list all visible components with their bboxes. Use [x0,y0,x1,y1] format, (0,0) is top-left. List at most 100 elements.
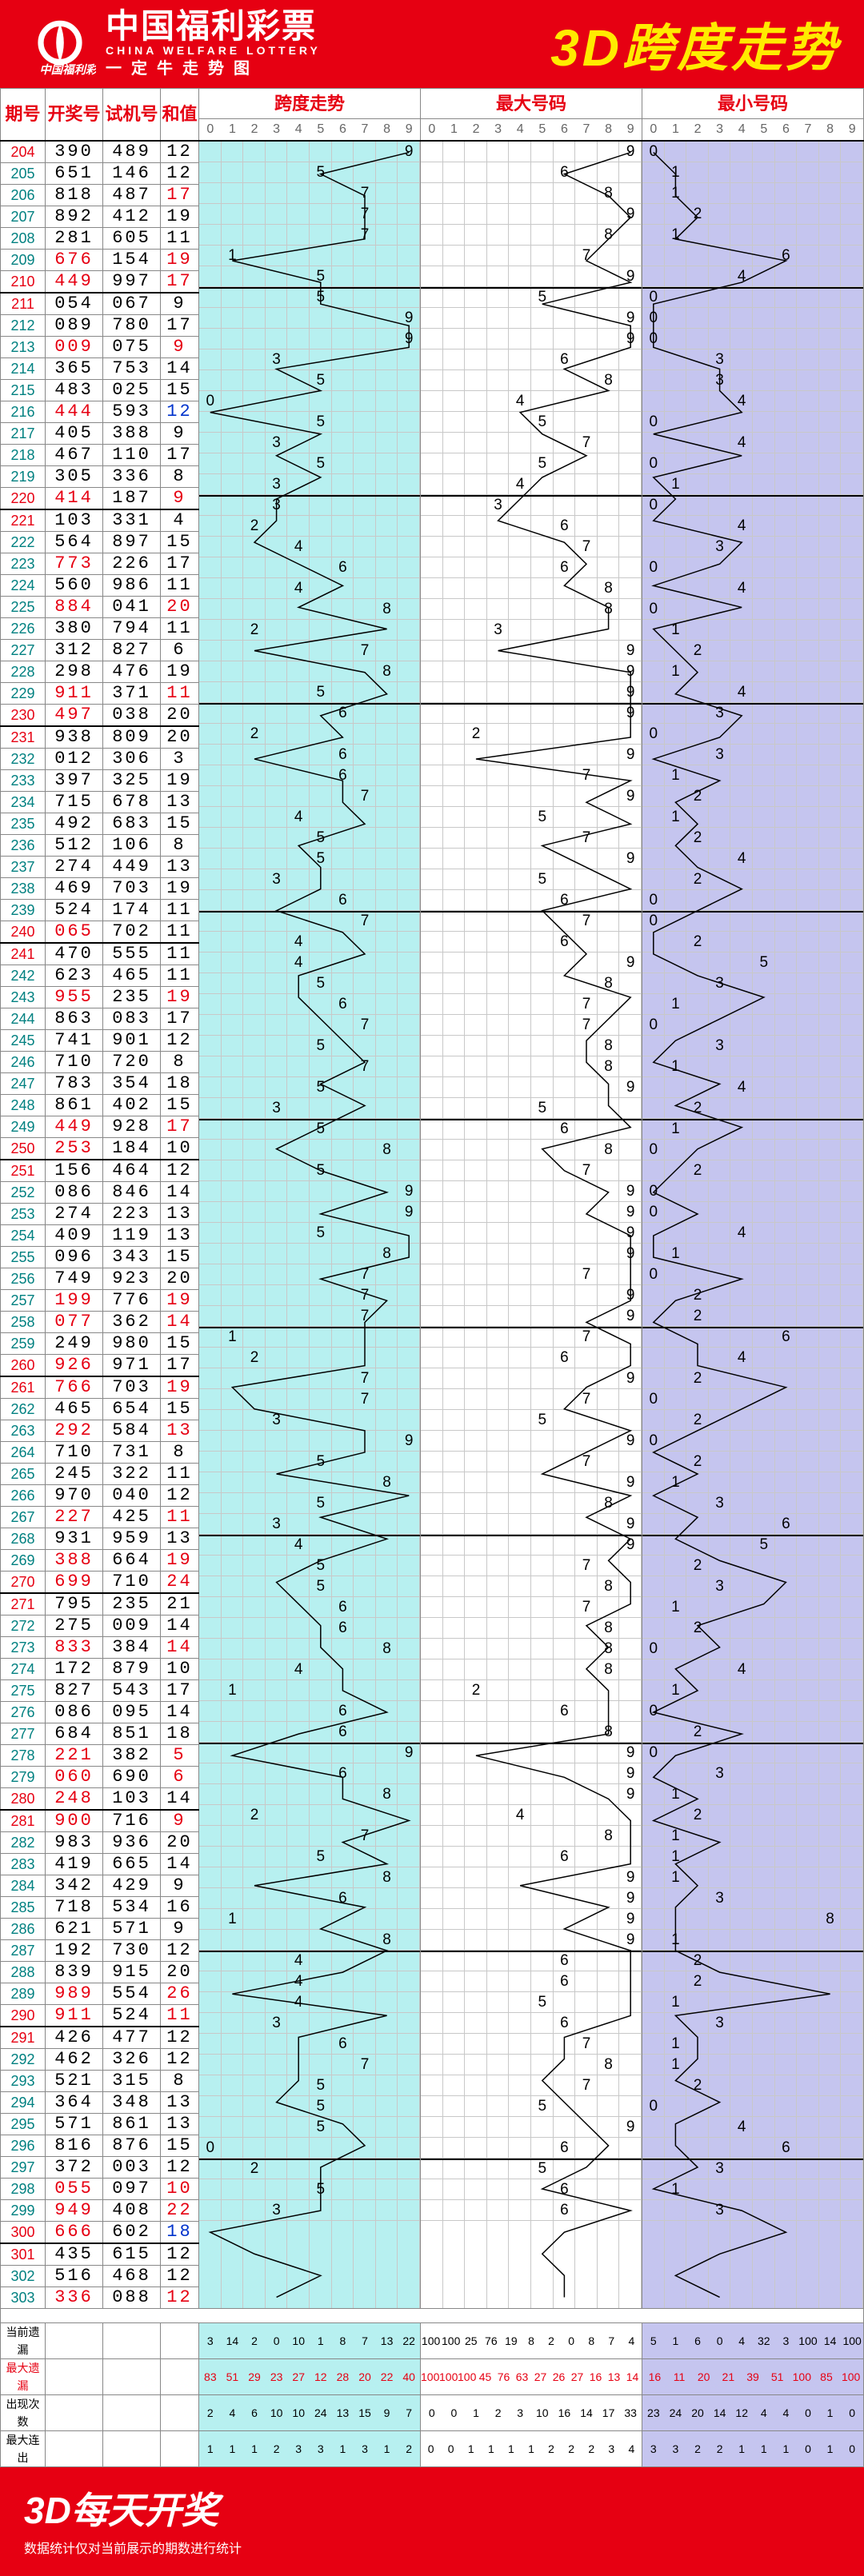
test-cell: 226 [103,553,161,575]
draw-cell: 684 [46,1723,103,1745]
issue-cell: 302 [1,2266,46,2287]
sum-cell: 18 [161,1723,199,1745]
issue-cell: 297 [1,2157,46,2179]
test-cell: 371 [103,683,161,705]
test-cell: 928 [103,1116,161,1138]
sum-cell: 13 [161,1225,199,1247]
issue-cell: 262 [1,1399,46,1420]
issue-cell: 241 [1,943,46,965]
sum-cell: 14 [161,1637,199,1659]
sum-cell: 14 [161,1854,199,1875]
test-cell: 184 [103,1138,161,1160]
draw-cell: 989 [46,1983,103,2005]
test-cell: 602 [103,2222,161,2244]
test-cell: 584 [103,1420,161,1442]
test-cell: 879 [103,1659,161,1680]
issue-cell: 204 [1,141,46,163]
issue-cell: 253 [1,1204,46,1225]
issue-cell: 281 [1,1810,46,1832]
draw-cell: 274 [46,1204,103,1225]
sum-cell: 13 [161,1204,199,1225]
draw-cell: 783 [46,1073,103,1095]
sum-cell: 16 [161,1897,199,1919]
issue-cell: 274 [1,1659,46,1680]
stat-label: 出现次数 [1,2395,46,2431]
draw-cell: 827 [46,1680,103,1702]
test-cell: 075 [103,337,161,358]
draw-cell: 312 [46,640,103,661]
issue-cell: 244 [1,1008,46,1030]
sum-cell: 3 [161,749,199,770]
draw-cell: 699 [46,1572,103,1594]
test-cell: 534 [103,1897,161,1919]
issue-cell: 234 [1,792,46,813]
issue-cell: 280 [1,1788,46,1811]
draw-cell: 483 [46,380,103,401]
sum-cell: 12 [161,2049,199,2071]
issue-cell: 272 [1,1615,46,1637]
sum-cell: 19 [161,770,199,792]
col-min-num: 最小号码 [642,89,864,119]
draw-cell: 397 [46,770,103,792]
draw-cell: 949 [46,2200,103,2222]
test-cell: 997 [103,271,161,294]
draw-cell: 676 [46,250,103,271]
issue-cell: 207 [1,206,46,228]
stat-label: 最大连出 [1,2431,46,2467]
lottery-logo-icon: 中国福利彩票 [24,12,96,76]
sum-cell: 19 [161,1376,199,1399]
test-cell: 103 [103,1788,161,1811]
draw-cell: 564 [46,532,103,553]
draw-cell: 911 [46,683,103,705]
test-cell: 009 [103,1615,161,1637]
test-cell: 897 [103,532,161,553]
stat-row: 最大连出1112331312001111222343322111010 [1,2431,864,2467]
issue-cell: 220 [1,488,46,510]
test-cell: 106 [103,835,161,857]
sum-cell: 19 [161,661,199,683]
draw-cell: 651 [46,163,103,185]
sum-cell: 9 [161,1810,199,1832]
issue-cell: 276 [1,1702,46,1723]
draw-cell: 715 [46,792,103,813]
sum-cell: 18 [161,2222,199,2244]
draw-cell: 449 [46,271,103,294]
issue-cell: 261 [1,1376,46,1399]
issue-cell: 256 [1,1268,46,1290]
draw-cell: 103 [46,509,103,532]
test-cell: 449 [103,857,161,878]
draw-cell: 621 [46,1919,103,1940]
sum-cell: 11 [161,683,199,705]
issue-cell: 237 [1,857,46,878]
test-cell: 487 [103,185,161,206]
draw-cell: 245 [46,1464,103,1485]
issue-cell: 298 [1,2179,46,2200]
sum-cell: 11 [161,618,199,640]
test-cell: 038 [103,705,161,727]
test-cell: 025 [103,380,161,401]
issue-cell: 303 [1,2287,46,2309]
issue-cell: 226 [1,618,46,640]
draw-cell: 305 [46,466,103,488]
issue-cell: 269 [1,1550,46,1572]
sum-cell: 12 [161,163,199,185]
sum-cell: 11 [161,1507,199,1528]
draw-cell: 710 [46,1052,103,1073]
brand-sub: 一定牛走势图 [106,59,321,78]
draw-cell: 900 [46,1810,103,1832]
draw-cell: 388 [46,1550,103,1572]
issue-cell: 240 [1,921,46,944]
issue-cell: 233 [1,770,46,792]
draw-cell: 380 [46,618,103,640]
stat-row: 当前遗漏314201018713221001002576198208745160… [1,2323,864,2359]
sum-cell: 17 [161,1116,199,1138]
sum-cell: 11 [161,921,199,944]
sum-cell: 19 [161,206,199,228]
col-test: 试机号 [103,89,161,142]
sum-cell: 5 [161,1745,199,1767]
issue-cell: 228 [1,661,46,683]
draw-cell: 342 [46,1875,103,1897]
test-cell: 322 [103,1464,161,1485]
issue-cell: 238 [1,878,46,900]
sum-cell: 15 [161,813,199,835]
